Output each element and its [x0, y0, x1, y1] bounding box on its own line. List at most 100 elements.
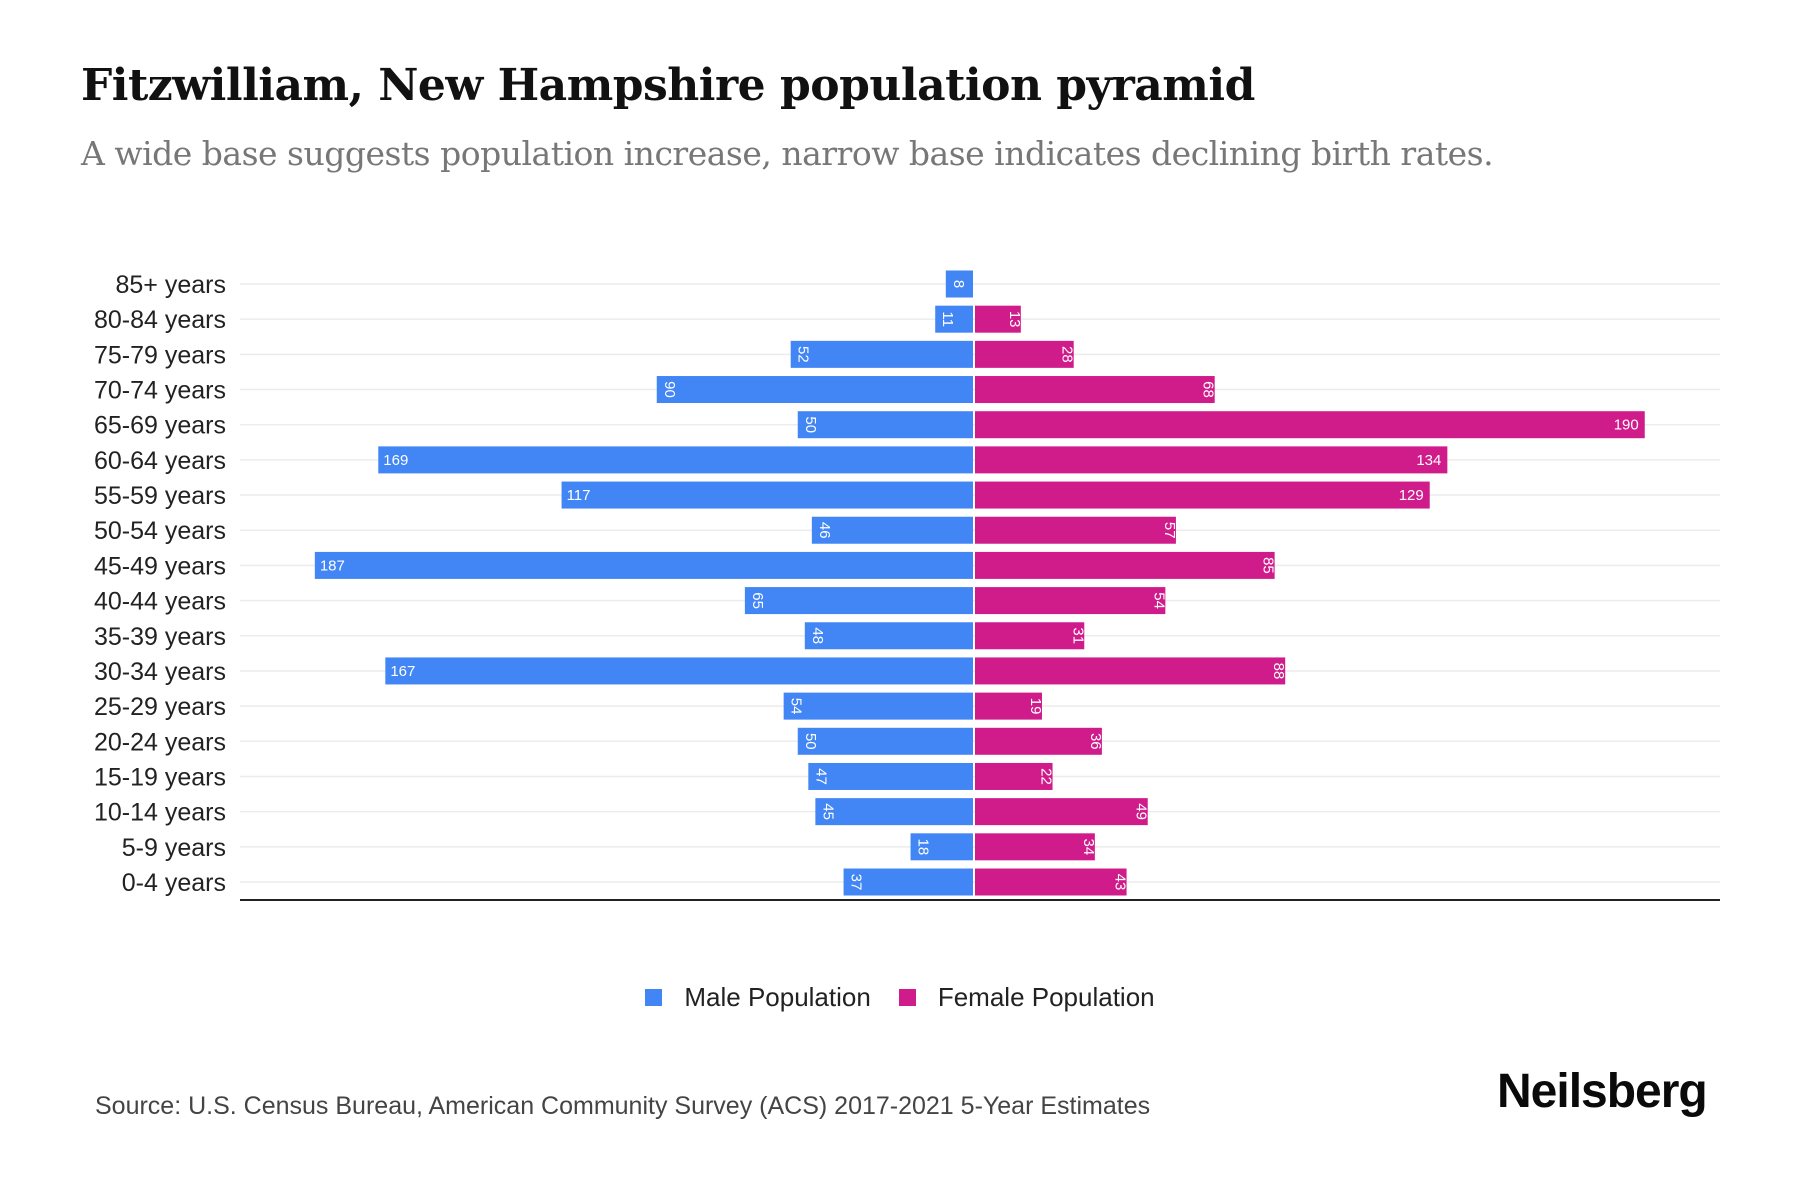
- legend-label-female: Female Population: [937, 982, 1155, 1012]
- male-bar[interactable]: [744, 587, 973, 615]
- female-bar[interactable]: [975, 868, 1127, 896]
- male-bar[interactable]: [797, 727, 973, 755]
- male-value-label: 117: [567, 487, 591, 504]
- female-value-label: 22: [1038, 768, 1055, 785]
- male-bar[interactable]: [910, 833, 973, 861]
- female-bar[interactable]: [975, 551, 1275, 579]
- female-bar[interactable]: [975, 376, 1215, 404]
- y-tick-label: 20-24 years: [94, 728, 226, 756]
- female-bar[interactable]: [975, 798, 1148, 826]
- male-value-label: 54: [788, 698, 805, 715]
- female-value-label: 129: [1399, 487, 1424, 504]
- y-tick-label: 65-69 years: [94, 412, 226, 440]
- male-bar[interactable]: [811, 516, 973, 544]
- y-tick-label: 85+ years: [116, 271, 227, 299]
- male-bar[interactable]: [561, 481, 973, 509]
- male-bar[interactable]: [804, 622, 973, 650]
- y-tick-label: 5-9 years: [122, 834, 226, 862]
- female-bar[interactable]: [975, 622, 1085, 650]
- female-value-label: 57: [1161, 522, 1178, 539]
- male-bar[interactable]: [378, 446, 973, 474]
- female-swatch-icon: [898, 989, 916, 1006]
- male-value-label: 46: [816, 522, 833, 539]
- female-bar[interactable]: [975, 446, 1448, 474]
- male-bar[interactable]: [797, 411, 973, 439]
- male-value-label: 169: [383, 452, 408, 469]
- female-value-label: 85: [1260, 557, 1277, 574]
- female-value-label: 36: [1087, 733, 1104, 750]
- female-bar[interactable]: [975, 692, 1042, 720]
- male-value-label: 8: [950, 280, 967, 288]
- y-tick-label: 75-79 years: [94, 341, 226, 369]
- male-value-label: 167: [390, 663, 415, 680]
- y-tick-label: 0-4 years: [122, 869, 226, 897]
- female-bar[interactable]: [975, 305, 1021, 333]
- female-value-label: 49: [1133, 803, 1150, 820]
- female-bar[interactable]: [975, 516, 1176, 544]
- y-tick-label: 50-54 years: [94, 517, 226, 545]
- male-bar[interactable]: [808, 762, 973, 790]
- male-value-label: 47: [812, 768, 829, 785]
- neilsberg-logo: Neilsberg: [1497, 1065, 1708, 1118]
- male-value-label: 52: [795, 346, 812, 363]
- legend-label-male: Male Population: [684, 982, 871, 1012]
- chart-title: Fitzwilliam, New Hampshire population py…: [81, 60, 1255, 111]
- y-tick-label: 40-44 years: [94, 588, 226, 616]
- female-value-label: 28: [1059, 346, 1076, 363]
- y-tick-label: 45-49 years: [94, 552, 226, 580]
- female-bar[interactable]: [975, 657, 1286, 685]
- y-tick-label: 80-84 years: [94, 306, 226, 334]
- female-bar[interactable]: [975, 340, 1074, 368]
- female-value-label: 190: [1614, 417, 1639, 434]
- male-value-label: 11: [939, 311, 956, 327]
- y-tick-label: 30-34 years: [94, 658, 226, 686]
- y-tick-label: 25-29 years: [94, 693, 226, 721]
- chart-subtitle: A wide base suggests population increase…: [81, 134, 1494, 173]
- legend-item-female[interactable]: Female Population: [898, 982, 1155, 1013]
- y-tick-label: 60-64 years: [94, 447, 226, 475]
- male-bar[interactable]: [935, 305, 973, 333]
- male-bar[interactable]: [783, 692, 973, 720]
- male-value-label: 48: [809, 627, 826, 644]
- male-value-label: 65: [749, 592, 766, 609]
- male-value-label: 50: [802, 416, 819, 433]
- female-value-label: 34: [1080, 838, 1097, 855]
- y-tick-label: 35-39 years: [94, 623, 226, 651]
- female-bar[interactable]: [975, 833, 1095, 861]
- male-value-label: 37: [848, 874, 865, 891]
- male-bar[interactable]: [843, 868, 973, 896]
- male-value-label: 18: [915, 838, 932, 855]
- female-value-label: 88: [1270, 663, 1287, 680]
- male-bar[interactable]: [945, 270, 973, 298]
- male-swatch-icon: [645, 989, 663, 1006]
- female-value-label: 54: [1150, 592, 1167, 609]
- legend-item-male[interactable]: Male Population: [645, 982, 871, 1013]
- legend: Male Population Female Population: [0, 982, 1800, 1013]
- male-bar[interactable]: [790, 340, 973, 368]
- male-bar[interactable]: [656, 376, 973, 404]
- y-tick-label: 55-59 years: [94, 482, 226, 510]
- female-value-label: 43: [1112, 874, 1129, 891]
- male-bar[interactable]: [314, 551, 973, 579]
- female-bar[interactable]: [975, 481, 1430, 509]
- male-bar[interactable]: [815, 798, 973, 826]
- female-bar[interactable]: [975, 411, 1645, 439]
- y-tick-label: 15-19 years: [94, 763, 226, 791]
- population-pyramid-chart: 8 11 13 52 28 90 68 50 190 169 134 117 129 46 57 187 85 6…: [94, 270, 1720, 901]
- y-tick-label: 10-14 years: [94, 799, 226, 827]
- male-value-label: 90: [661, 381, 678, 398]
- male-value-label: 187: [320, 557, 345, 574]
- female-bar[interactable]: [975, 587, 1166, 615]
- y-tick-label: 70-74 years: [94, 377, 226, 405]
- female-value-label: 19: [1027, 698, 1044, 715]
- female-bar[interactable]: [975, 727, 1102, 755]
- female-value-label: 31: [1069, 627, 1086, 644]
- y-axis-labels: 85+ years 80-84 years 75-79 years 70-74 yea…: [94, 271, 226, 897]
- female-bar[interactable]: [975, 762, 1053, 790]
- bar-labels: 8 11 13 52 28 90 68 50 190 169 134 117 129 46 57 187 85 6…: [320, 280, 1639, 891]
- male-bar[interactable]: [385, 657, 973, 685]
- source-note: Source: U.S. Census Bureau, American Com…: [95, 1092, 1151, 1120]
- female-value-label: 13: [1006, 311, 1023, 328]
- female-value-label: 134: [1416, 452, 1441, 469]
- female-value-label: 68: [1200, 381, 1217, 398]
